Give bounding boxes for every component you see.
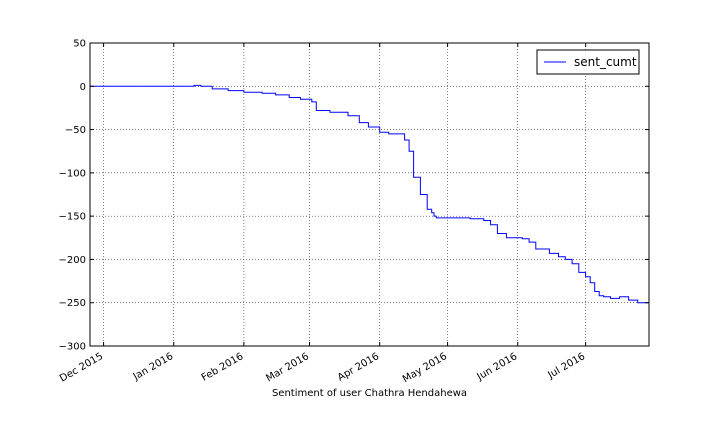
- legend: sent_cumt: [536, 49, 640, 75]
- y-tick-label: −250: [59, 298, 86, 309]
- y-tick-labels: 50 0 −50 −100 −150 −200 −250 −300: [59, 39, 86, 353]
- x-tick-label: Mar 2016: [264, 351, 311, 384]
- x-tick-label: May 2016: [401, 351, 449, 385]
- x-tick-label: Dec 2015: [58, 351, 105, 385]
- y-tick-label: −200: [59, 255, 86, 266]
- y-tick-label: −150: [59, 212, 86, 223]
- x-tick-labels: Dec 2015 Jan 2016 Feb 2016 Mar 2016 Apr 2016…: [58, 351, 587, 385]
- y-tick-label: 50: [73, 39, 86, 50]
- x-tick-label: Feb 2016: [200, 351, 246, 384]
- x-tick-label: Jul 2016: [546, 351, 588, 381]
- legend-label: sent_cumt: [574, 55, 637, 69]
- x-axis-label: Sentiment of user Chathra Hendahewa: [272, 388, 467, 399]
- y-tick-label: −100: [59, 168, 86, 179]
- x-tick-label: Apr 2016: [336, 351, 381, 383]
- y-tick-label: 0: [80, 82, 86, 93]
- grid: [90, 42, 649, 347]
- tick-marks: [90, 42, 649, 347]
- x-tick-label: Jan 2016: [131, 351, 176, 383]
- x-tick-label: Jun 2016: [475, 351, 520, 383]
- y-tick-label: −300: [59, 342, 86, 353]
- plot-frame: [89, 42, 650, 347]
- series-line-sent_cumt: [90, 84, 650, 304]
- series-layer: [90, 84, 650, 304]
- y-tick-label: −50: [65, 125, 86, 136]
